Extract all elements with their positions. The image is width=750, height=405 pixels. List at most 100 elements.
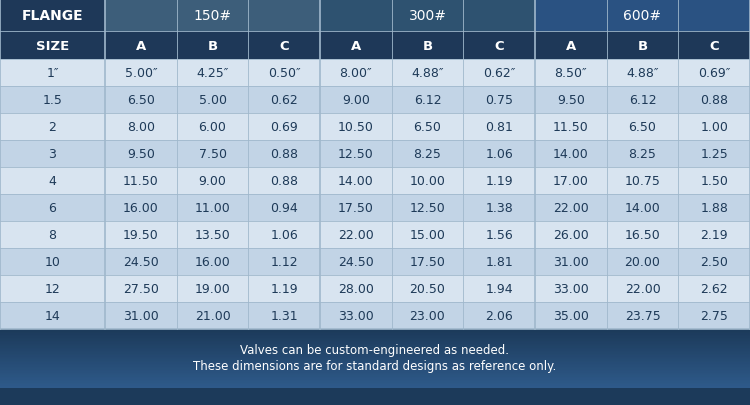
Text: 6.00: 6.00 — [199, 121, 226, 134]
Bar — [0, 368, 750, 370]
Bar — [0, 222, 750, 248]
Text: 0.75: 0.75 — [485, 94, 513, 107]
Text: 1.12: 1.12 — [270, 256, 298, 269]
Text: 14: 14 — [45, 309, 60, 322]
Bar — [0, 342, 750, 344]
Text: 9.00: 9.00 — [199, 175, 226, 188]
Text: 6.50: 6.50 — [413, 121, 442, 134]
Text: 600#: 600# — [623, 9, 662, 23]
Text: 1″: 1″ — [46, 67, 58, 80]
Text: 2.50: 2.50 — [700, 256, 728, 269]
Text: 4.88″: 4.88″ — [626, 67, 658, 80]
Bar — [0, 335, 750, 337]
Text: A: A — [136, 39, 146, 52]
Text: 1.56: 1.56 — [485, 228, 513, 241]
Text: 300#: 300# — [409, 9, 446, 23]
Bar — [0, 373, 750, 375]
Text: 35.00: 35.00 — [553, 309, 589, 322]
Text: 23.00: 23.00 — [410, 309, 446, 322]
Text: 1.06: 1.06 — [270, 228, 298, 241]
Text: 31.00: 31.00 — [553, 256, 589, 269]
Text: B: B — [208, 39, 218, 52]
Bar — [0, 341, 750, 343]
Text: C: C — [710, 39, 719, 52]
Bar — [0, 334, 750, 335]
Text: 17.00: 17.00 — [553, 175, 589, 188]
Bar — [0, 60, 750, 87]
Text: 22.00: 22.00 — [338, 228, 374, 241]
Text: 150#: 150# — [194, 9, 232, 23]
Text: C: C — [279, 39, 289, 52]
Text: 8.50″: 8.50″ — [554, 67, 587, 80]
Bar — [535, 0, 750, 32]
Text: 33.00: 33.00 — [338, 309, 374, 322]
Text: 1.19: 1.19 — [485, 175, 513, 188]
Text: 20.50: 20.50 — [410, 282, 446, 295]
Bar — [0, 0, 105, 32]
Text: 0.94: 0.94 — [270, 202, 298, 215]
Text: 1.81: 1.81 — [485, 256, 513, 269]
Bar — [0, 347, 750, 348]
Bar — [0, 275, 750, 302]
Text: 19.50: 19.50 — [123, 228, 159, 241]
Bar — [0, 370, 750, 372]
Text: 10.75: 10.75 — [625, 175, 661, 188]
Bar — [0, 367, 750, 369]
Text: 10: 10 — [44, 256, 61, 269]
Text: 8: 8 — [49, 228, 56, 241]
Text: 1.88: 1.88 — [700, 202, 728, 215]
Bar — [0, 377, 750, 379]
Text: 1.50: 1.50 — [700, 175, 728, 188]
Text: 23.75: 23.75 — [625, 309, 660, 322]
Text: 1.00: 1.00 — [700, 121, 728, 134]
Bar — [0, 350, 750, 352]
Text: 9.00: 9.00 — [342, 94, 370, 107]
Bar — [0, 354, 750, 356]
Text: 24.50: 24.50 — [123, 256, 159, 269]
Bar — [0, 383, 750, 385]
Text: 21.00: 21.00 — [195, 309, 230, 322]
Text: 5.00″: 5.00″ — [124, 67, 158, 80]
Text: Valves can be custom-engineered as needed.: Valves can be custom-engineered as neede… — [241, 344, 509, 357]
Text: 9.50: 9.50 — [127, 148, 154, 161]
Text: 22.00: 22.00 — [625, 282, 660, 295]
Text: 12: 12 — [45, 282, 60, 295]
Text: 24.50: 24.50 — [338, 256, 374, 269]
Bar — [0, 329, 750, 331]
Text: 8.25: 8.25 — [413, 148, 442, 161]
Text: 1.31: 1.31 — [270, 309, 298, 322]
Bar — [0, 364, 750, 366]
Bar — [0, 378, 750, 380]
Text: 1.5: 1.5 — [43, 94, 62, 107]
Bar — [0, 355, 750, 357]
Text: 8.00: 8.00 — [127, 121, 154, 134]
Text: 27.50: 27.50 — [123, 282, 159, 295]
Bar — [0, 345, 750, 347]
Text: 33.00: 33.00 — [553, 282, 589, 295]
Text: B: B — [422, 39, 433, 52]
Bar — [0, 380, 750, 382]
Text: 15.00: 15.00 — [410, 228, 446, 241]
Bar — [0, 371, 750, 373]
Text: These dimensions are for standard designs as reference only.: These dimensions are for standard design… — [194, 360, 556, 373]
Text: 14.00: 14.00 — [553, 148, 589, 161]
Text: 6.50: 6.50 — [127, 94, 154, 107]
Text: 0.62″: 0.62″ — [483, 67, 515, 80]
Text: 19.00: 19.00 — [195, 282, 230, 295]
Text: 2.62: 2.62 — [700, 282, 728, 295]
Text: 12.50: 12.50 — [338, 148, 374, 161]
Text: 9.50: 9.50 — [557, 94, 585, 107]
Text: FLANGE: FLANGE — [22, 9, 83, 23]
Text: 2.75: 2.75 — [700, 309, 728, 322]
Bar — [0, 339, 750, 341]
Text: 6.12: 6.12 — [628, 94, 656, 107]
Text: 3: 3 — [49, 148, 56, 161]
Text: 20.00: 20.00 — [625, 256, 661, 269]
Text: 16.00: 16.00 — [123, 202, 159, 215]
Bar — [0, 384, 750, 386]
Text: 2.19: 2.19 — [700, 228, 728, 241]
Text: 16.50: 16.50 — [625, 228, 660, 241]
Text: 1.06: 1.06 — [485, 148, 513, 161]
Text: 4: 4 — [49, 175, 56, 188]
Text: 16.00: 16.00 — [195, 256, 230, 269]
